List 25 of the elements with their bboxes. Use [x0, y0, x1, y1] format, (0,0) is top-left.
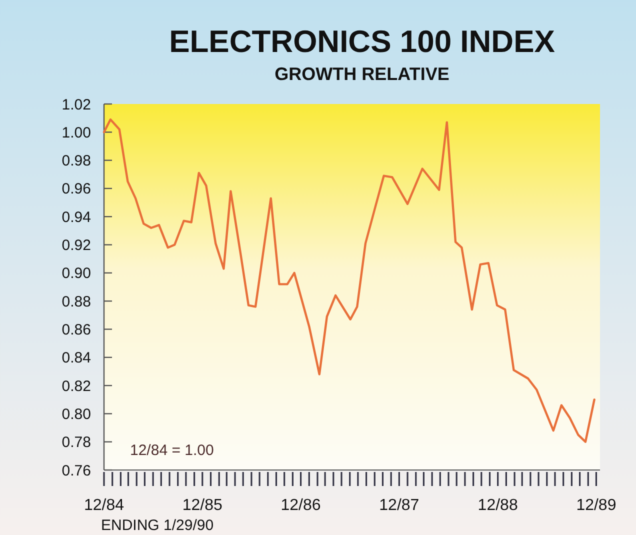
y-tick-label: 0.98 [62, 152, 91, 170]
x-tick-label: 12/87 [379, 497, 420, 514]
y-tick-label: 0.96 [62, 180, 91, 198]
y-tick-label: 0.86 [62, 321, 91, 338]
annotation: 12/84 = 1.00 [130, 442, 214, 459]
y-tick-label: 1.02 [62, 96, 91, 114]
x-tick-label: 12/84 [84, 497, 124, 514]
y-tick-label: 0.92 [62, 237, 91, 254]
y-tick-label: 0.90 [62, 265, 91, 282]
text: ENDING 1/29/90 [101, 517, 214, 534]
y-tick-label: 0.82 [62, 378, 91, 395]
y-tick-label: 1.00 [62, 124, 91, 142]
y-tick-label: 0.88 [62, 293, 91, 310]
y-tick-label: 0.76 [62, 462, 91, 480]
x-tick-label: 12/89 [576, 497, 616, 514]
x-tick-label: 12/86 [280, 497, 321, 514]
line-series [102, 118, 596, 443]
x-tick-label: 12/88 [478, 497, 518, 514]
chart-title: ELECTRONICS 100 INDEX [169, 24, 556, 59]
y-tick-label: 0.78 [62, 434, 91, 452]
y-tick-label: 0.84 [62, 350, 91, 367]
y-tick-label: 0.80 [62, 406, 91, 423]
x-tick-label: 12/85 [182, 497, 223, 514]
y-tick-label: 0.94 [62, 208, 91, 226]
chart-subtitle: GROWTH RELATIVE [274, 64, 450, 84]
